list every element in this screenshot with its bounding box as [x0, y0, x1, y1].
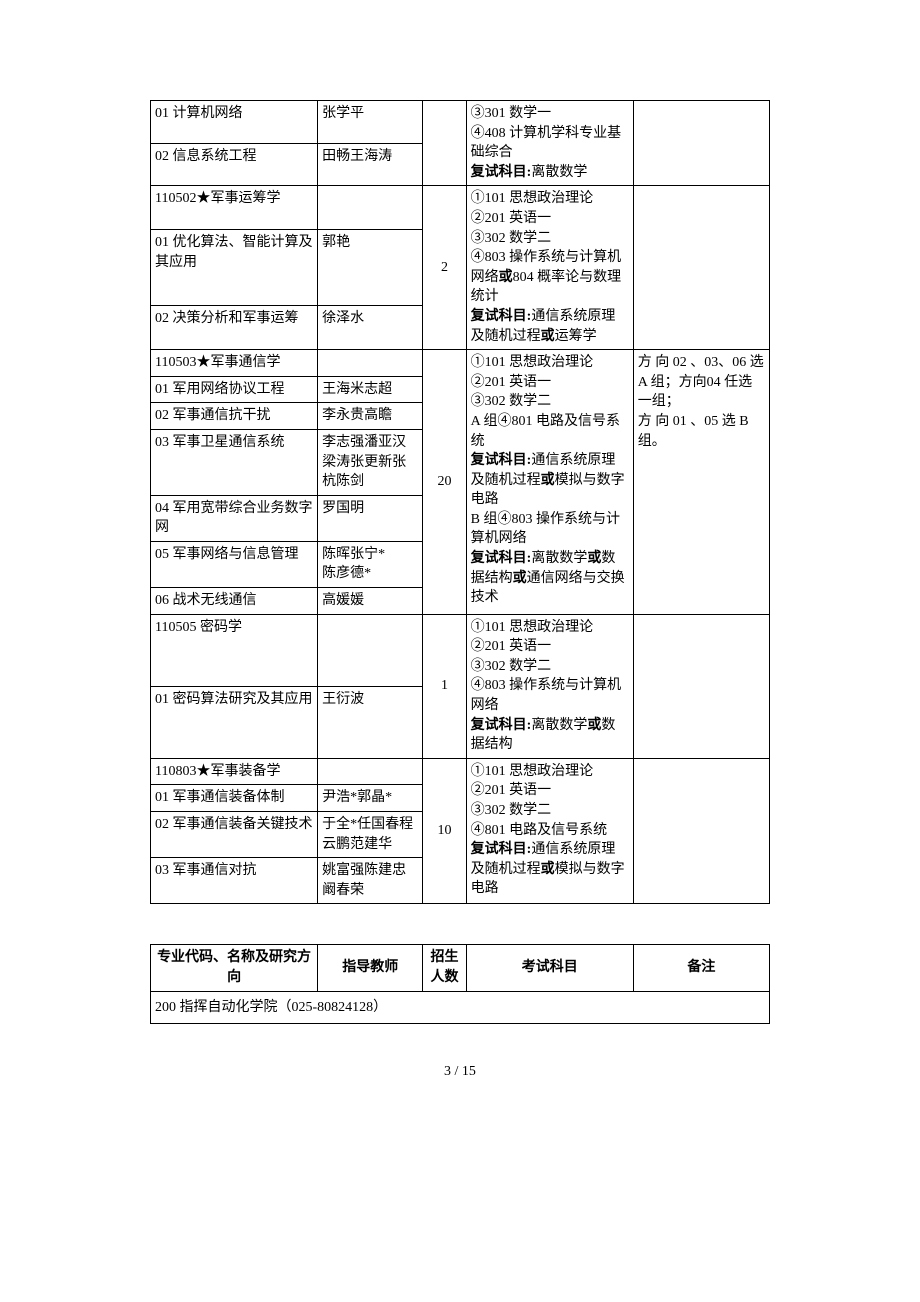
notes-cell: [633, 614, 769, 758]
teacher-cell: 于全*任国春程云鹏范建华: [318, 812, 423, 858]
direction-cell: 01 优化算法、智能计算及其应用: [151, 230, 318, 306]
catalog-table-2: 专业代码、名称及研究方向 指导教师 招生人数 考试科目 备注 200 指挥自动化…: [150, 944, 770, 1024]
table-row: 110503★军事通信学 20 ①101 思想政治理论②201 英语一③302 …: [151, 350, 770, 377]
count-cell: 2: [423, 186, 466, 350]
table-row: 110505 密码学 1 ①101 思想政治理论②201 英语一③302 数学二…: [151, 614, 770, 686]
header-count: 招生人数: [423, 945, 466, 991]
direction-cell: 01 军事通信装备体制: [151, 785, 318, 812]
teacher-cell: 罗国明: [318, 495, 423, 541]
notes-cell: 方 向 02 、03、06 选A 组；方向04 任选一组；方 向 01 、05 …: [633, 350, 769, 615]
direction-cell: 06 战术无线通信: [151, 588, 318, 615]
table-row: 110502★军事运筹学 2 ①101 思想政治理论②201 英语一③302 数…: [151, 186, 770, 230]
exam-cell: ①101 思想政治理论②201 英语一③302 数学二④801 电路及信号系统复…: [466, 758, 633, 904]
direction-cell: 04 军用宽带综合业务数字网: [151, 495, 318, 541]
catalog-table-1: 01 计算机网络 张学平 ③301 数学一④408 计算机学科专业基础综合复试科…: [150, 100, 770, 904]
direction-cell: 01 密码算法研究及其应用: [151, 686, 318, 758]
direction-cell: 01 计算机网络: [151, 101, 318, 144]
teacher-cell: 尹浩*郭晶*: [318, 785, 423, 812]
notes-cell: [633, 101, 769, 186]
section-cell: 200 指挥自动化学院（025-80824128）: [151, 991, 770, 1024]
table-row: 01 计算机网络 张学平 ③301 数学一④408 计算机学科专业基础综合复试科…: [151, 101, 770, 144]
count-cell: 10: [423, 758, 466, 904]
major-header-cell: 110503★军事通信学: [151, 350, 318, 377]
exam-cell: ①101 思想政治理论②201 英语一③302 数学二④803 操作系统与计算机…: [466, 614, 633, 758]
teacher-cell: 徐泽水: [318, 306, 423, 350]
direction-cell: 02 军事通信装备关键技术: [151, 812, 318, 858]
direction-cell: 01 军用网络协议工程: [151, 376, 318, 403]
major-header-cell: 110505 密码学: [151, 614, 318, 686]
teacher-cell: [318, 758, 423, 785]
teacher-cell: 姚富强陈建忠阚春荣: [318, 858, 423, 904]
direction-cell: 03 军事卫星通信系统: [151, 429, 318, 495]
teacher-cell: [318, 186, 423, 230]
direction-cell: 03 军事通信对抗: [151, 858, 318, 904]
exam-cell: ①101 思想政治理论②201 英语一③302 数学二A 组④801 电路及信号…: [466, 350, 633, 615]
teacher-cell: 郭艳: [318, 230, 423, 306]
count-cell: 20: [423, 350, 466, 615]
teacher-cell: 王衍波: [318, 686, 423, 758]
table-row: 110803★军事装备学 10 ①101 思想政治理论②201 英语一③302 …: [151, 758, 770, 785]
teacher-cell: 高媛媛: [318, 588, 423, 615]
table-header-row: 专业代码、名称及研究方向 指导教师 招生人数 考试科目 备注: [151, 945, 770, 991]
teacher-cell: 陈晖张宁*陈彦德*: [318, 541, 423, 587]
header-major: 专业代码、名称及研究方向: [151, 945, 318, 991]
header-teacher: 指导教师: [318, 945, 423, 991]
teacher-cell: 李志强潘亚汉梁涛张更新张杭陈剑: [318, 429, 423, 495]
notes-cell: [633, 758, 769, 904]
count-cell: [423, 101, 466, 186]
count-cell: 1: [423, 614, 466, 758]
teacher-cell: [318, 614, 423, 686]
direction-cell: 02 军事通信抗干扰: [151, 403, 318, 430]
teacher-cell: 田畅王海涛: [318, 143, 423, 186]
teacher-cell: 王海米志超: [318, 376, 423, 403]
teacher-cell: [318, 350, 423, 377]
section-row: 200 指挥自动化学院（025-80824128）: [151, 991, 770, 1024]
major-header-cell: 110803★军事装备学: [151, 758, 318, 785]
page-footer: 3 / 15: [150, 1064, 770, 1080]
notes-cell: [633, 186, 769, 350]
direction-cell: 02 决策分析和军事运筹: [151, 306, 318, 350]
major-header-cell: 110502★军事运筹学: [151, 186, 318, 230]
direction-cell: 02 信息系统工程: [151, 143, 318, 186]
exam-cell: ①101 思想政治理论②201 英语一③302 数学二④803 操作系统与计算机…: [466, 186, 633, 350]
header-exam: 考试科目: [466, 945, 633, 991]
exam-cell: ③301 数学一④408 计算机学科专业基础综合复试科目:离散数学: [466, 101, 633, 186]
teacher-cell: 李永贵高瞻: [318, 403, 423, 430]
header-notes: 备注: [633, 945, 769, 991]
direction-cell: 05 军事网络与信息管理: [151, 541, 318, 587]
teacher-cell: 张学平: [318, 101, 423, 144]
